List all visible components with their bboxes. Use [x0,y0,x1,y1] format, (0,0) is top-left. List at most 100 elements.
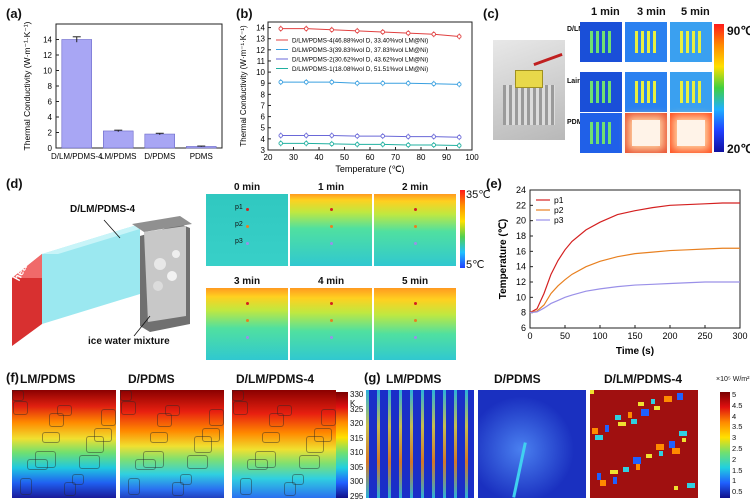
g-spot-10 [600,480,606,486]
e-xtick-label-3: 150 [627,331,642,341]
d-point-marker-5-0 [414,302,417,305]
d-thermal-tile-0 [206,194,288,266]
b-point-1-2 [329,79,334,85]
g-spot-23 [633,457,641,464]
c-thermal-tile-0-0 [580,22,622,62]
panel-g: LM/PDMS D/PDMS D/LM/PDMS-4 ×10⁵ W/m² 5 4.… [364,370,750,502]
g-scale-tick-7: 1.5 [732,465,743,475]
b-legend-label-3: D/LM/PDMS-1(18.08%vol D, 51.51%vol LM@Ni… [292,66,428,73]
e-ytick-label-2: 10 [516,292,526,302]
c-fin-1-2-2 [692,81,695,103]
f-map-2 [232,390,336,498]
e-series-line-p3 [529,281,740,314]
c-time-1: 1 min [591,6,620,18]
d-point-marker-1-1 [330,225,333,228]
e-ytick-label-9: 24 [516,185,526,195]
g-scale-tick-1: 4.5 [732,400,743,410]
d-point-marker-5-2 [414,336,417,339]
g-spot-5 [595,435,603,440]
d-point-marker-3-1 [246,319,249,322]
f-grain-0-8 [20,478,32,495]
b-point-1-6 [431,81,436,87]
c-fin-0-2-2 [692,31,695,53]
d-point-marker-4-0 [330,302,333,305]
f-title-3: D/LM/PDMS-4 [236,372,314,386]
b-point-0-6 [431,31,436,37]
e-ytick-label-0: 6 [521,323,526,333]
g-scale-tick-6: 2 [732,454,737,464]
d-time-label-1: 1 min [317,182,345,193]
b-xlabel: Temperature (℃) [335,164,404,174]
device-photo [493,40,565,140]
g-spot-11 [641,409,649,416]
f-scale-tick-5: 305 [350,462,364,472]
panel-label-f: (f) [6,370,19,385]
d-point-marker-0-0 [246,208,249,211]
f-grain-2-4 [284,482,296,496]
f-grain-1-10 [202,428,220,442]
b-point-2-4 [380,133,385,139]
panel-f: LM/PDMS D/PDMS D/LM/PDMS-4 330 K 325 320 31… [0,370,364,502]
d-thermal-tile-2 [374,194,456,266]
g-spot-17 [687,483,695,488]
chart-e-temperature-vs-time: 0 50 100 150 200 250 300 6 8 10 12 14 16 18 20 22 24 p1p2… [498,185,748,357]
e-legend-label-p1: p1 [554,195,564,205]
b-point-2-1 [303,133,309,138]
g-colorbar [720,392,730,498]
f-grain-0-5 [101,409,116,426]
g-spot-18 [628,412,632,418]
c-fin-1-2-1 [686,81,689,103]
c-fin-0-0-3 [608,31,611,53]
f-scale-tick-2: 320 [350,419,364,428]
f-grain-0-12 [72,474,84,485]
g-channel-0-1 [377,390,380,498]
c-scale-max: 90℃ [727,24,750,38]
f-grain-2-12 [292,474,304,485]
a-ytick-label-7: 14 [43,36,52,45]
b-xtick-label-2: 40 [315,153,324,162]
b-series-line-0 [280,28,460,37]
g-channel-0-0 [366,390,369,498]
chart-a-thermal-conductivity-bars: 0 2 4 6 8 10 12 14 D/LM/PDMS-4LM/PDMS D/PDMS PDMS T… [22,21,223,161]
c-fin-1-1-1 [641,81,644,103]
b-legend-label-1: D/LM/PDMS-3(39.83%vol D, 37.83%vol LM@Ni… [292,47,428,54]
b-point-1-4 [380,80,385,86]
e-xtick-label-2: 100 [592,331,607,341]
c-fin-0-1-3 [653,31,656,53]
c-fin-2-0-0 [590,122,593,144]
b-point-3-7 [456,143,462,148]
g-map-1 [478,390,586,498]
c-hotspot-2-1 [632,120,660,146]
d-thermal-tile-5 [374,288,456,360]
c-fin-2-0-3 [608,122,611,144]
a-category-label-1: LM/PDMS [100,152,136,161]
b-series-line-3 [280,142,460,147]
g-spot-1 [631,419,637,424]
f-scale-tick-7: 295 [350,491,364,501]
c-row-pdms: PDMS [567,119,588,126]
g-spot-22 [592,428,598,434]
g-spot-3 [613,477,617,484]
f-grain-1-1 [157,413,172,427]
e-ytick-label-3: 12 [516,277,526,287]
b-legend-label-2: D/LM/PDMS-2(30.62%vol D, 43.62%vol LM@Ni… [292,57,428,64]
b-ytick-label-2: 5 [261,124,266,133]
a-ylabel: Thermal Conductivity (W·m⁻¹·K⁻¹) [22,21,32,150]
c-fin-0-1-2 [647,31,650,53]
e-xtick-label-6: 300 [732,331,747,341]
a-ytick-label-6: 12 [43,51,52,60]
panel-d: D/LM/PDMS-4 heat source ice water mixtur… [0,176,491,366]
f-grain-2-3 [247,459,268,470]
b-point-0-5 [405,30,411,36]
b-point-0-0 [278,26,284,31]
f-grain-0-9 [57,405,72,416]
c-fin-2-0-1 [596,122,599,144]
f-scale-tick-1: 325 [350,404,364,414]
d-point-marker-0-2 [246,242,249,245]
g-channel-0-5 [421,390,424,498]
d-thermal-tile-4 [290,288,372,360]
c-fin-1-0-0 [590,81,593,103]
g-channel-0-7 [443,390,446,498]
c-time-3: 3 min [637,6,666,18]
c-fin-1-0-3 [608,81,611,103]
